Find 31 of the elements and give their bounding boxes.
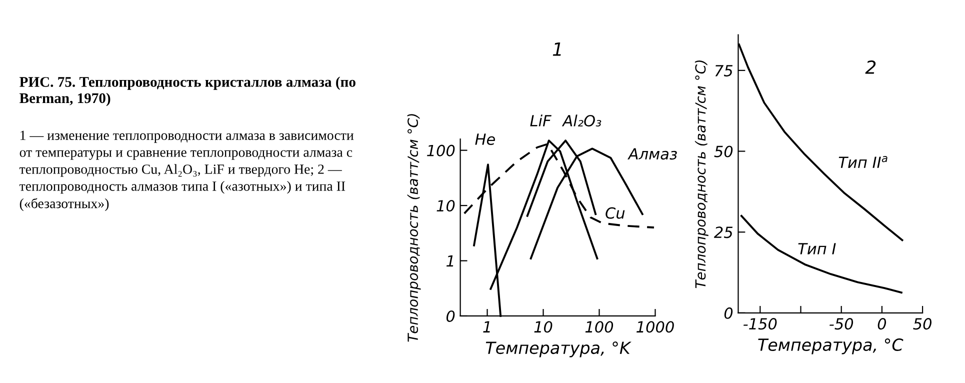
- x-axis-title: Температура, °C: [758, 338, 904, 354]
- series-label: Cu: [606, 207, 625, 219]
- series-label: He: [475, 134, 495, 146]
- y-tick-label: 0: [724, 307, 733, 319]
- series-label: LiF: [530, 114, 552, 126]
- y-axis-title: Теплопроводность (ватт/см °С): [407, 114, 421, 342]
- text: РИС. 75. Теплопроводность кристаллов алмаза (по Berman, 1970): [20, 76, 356, 106]
- x-tick-label: 1: [483, 321, 490, 332]
- x-tick-label: -150: [744, 318, 777, 330]
- text: 1 — изменение теплопроводности алмаза в зависимости от температуры и сравнение теплопроводности алмаза с теплопроводностью Cu, Al₂O₃, LiF и твердого He; 2 — теплопроводность алмазов типа I («азотных») и типа II («безазотных»): [20, 130, 354, 212]
- series-label: Al₂O₃: [562, 114, 602, 127]
- text: 2: [865, 60, 876, 74]
- y-tick-label: 25: [714, 226, 733, 238]
- x-axis-title: Температура, °K: [486, 341, 632, 358]
- series-label: Алмаз: [628, 148, 677, 160]
- y-tick-label: 1: [446, 255, 454, 267]
- y-tick-label: 50: [714, 146, 733, 158]
- x-tick-label: 10: [534, 321, 552, 333]
- x-tick-label: 0: [878, 318, 886, 330]
- y-tick-label: 0: [446, 310, 455, 322]
- chart-title: 1: [552, 42, 561, 56]
- x-tick-label: -50: [830, 318, 854, 330]
- x-tick-label: 50: [913, 318, 932, 330]
- series-label: Тип I: [798, 243, 836, 254]
- y-tick-label: 100: [427, 144, 455, 156]
- y-tick-label: 75: [715, 65, 733, 76]
- x-tick-label: 100: [585, 321, 614, 333]
- x-tick-label: 1000: [636, 321, 674, 333]
- y-axis-title: Теплопроводность (ватт/см °С): [694, 60, 708, 288]
- y-tick-label: 10: [436, 200, 455, 212]
- series-label: Тип II$^{a}$: [838, 156, 888, 168]
